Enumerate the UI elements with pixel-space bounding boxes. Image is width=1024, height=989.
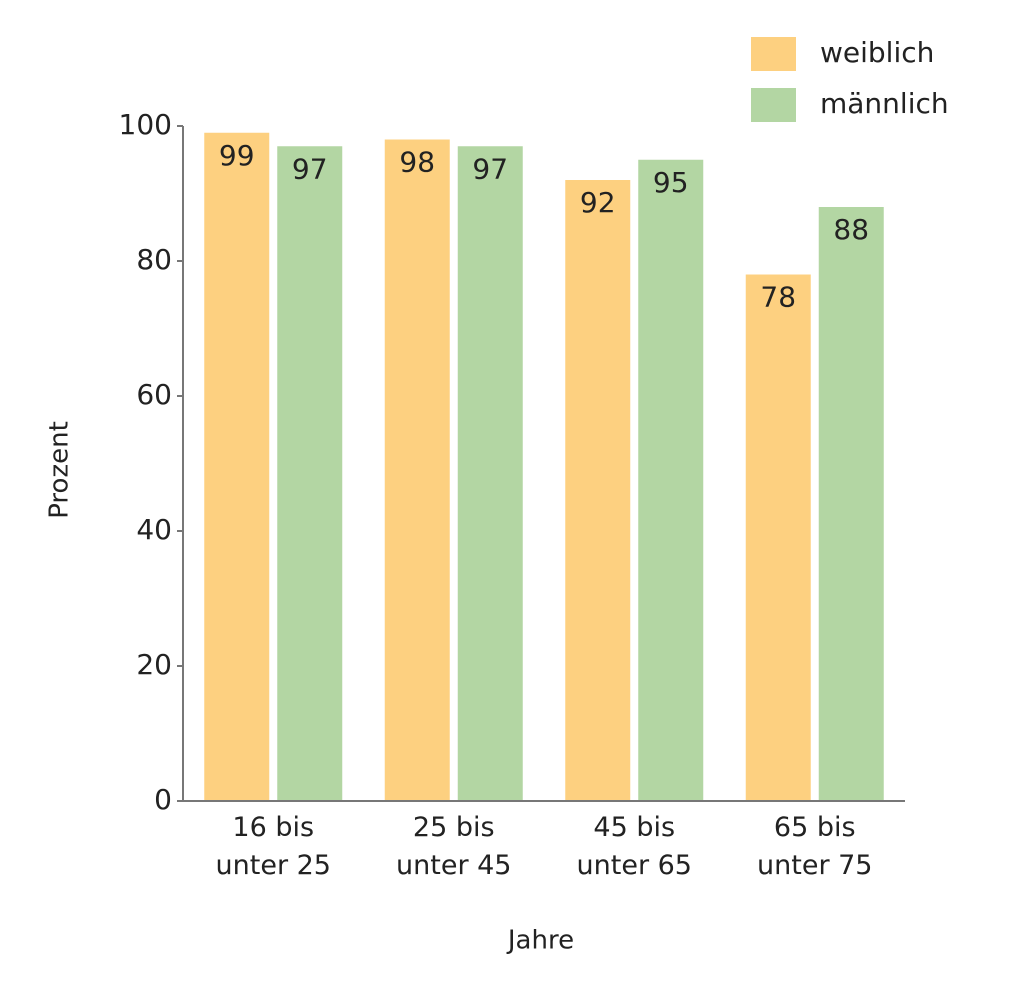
value-label: 92 xyxy=(580,186,616,219)
legend-label: weiblich xyxy=(820,36,934,69)
y-tick-label: 20 xyxy=(136,648,172,681)
bar xyxy=(638,159,704,801)
legend-label: männlich xyxy=(820,87,949,120)
x-tick-label: 16 bis unter 25 xyxy=(215,812,331,881)
bar xyxy=(384,139,450,801)
x-tick-label: 25 bis unter 45 xyxy=(396,812,512,881)
bar xyxy=(204,132,270,801)
x-tick-label: 65 bis unter 75 xyxy=(757,812,873,881)
value-label: 98 xyxy=(399,146,435,179)
y-tick-label: 60 xyxy=(136,378,172,411)
legend-swatch xyxy=(751,37,796,71)
bar xyxy=(745,274,811,801)
bar xyxy=(565,180,631,801)
legend-swatch xyxy=(751,88,796,122)
bar xyxy=(818,207,884,801)
y-tick-label: 80 xyxy=(136,243,172,276)
value-label: 99 xyxy=(219,139,255,172)
value-label: 95 xyxy=(653,166,689,199)
y-tick-label: 40 xyxy=(136,513,172,546)
value-label: 78 xyxy=(760,281,796,314)
bar xyxy=(457,146,523,801)
value-label: 97 xyxy=(292,152,328,185)
value-label: 97 xyxy=(472,152,508,185)
x-axis-label: Jahre xyxy=(506,926,574,956)
y-tick-label: 0 xyxy=(154,783,172,816)
y-tick-label: 100 xyxy=(119,108,172,141)
x-tick-label: 45 bis unter 65 xyxy=(576,812,692,881)
value-label: 88 xyxy=(833,213,869,246)
y-axis-label: Prozent xyxy=(45,421,75,519)
bar xyxy=(277,146,343,801)
